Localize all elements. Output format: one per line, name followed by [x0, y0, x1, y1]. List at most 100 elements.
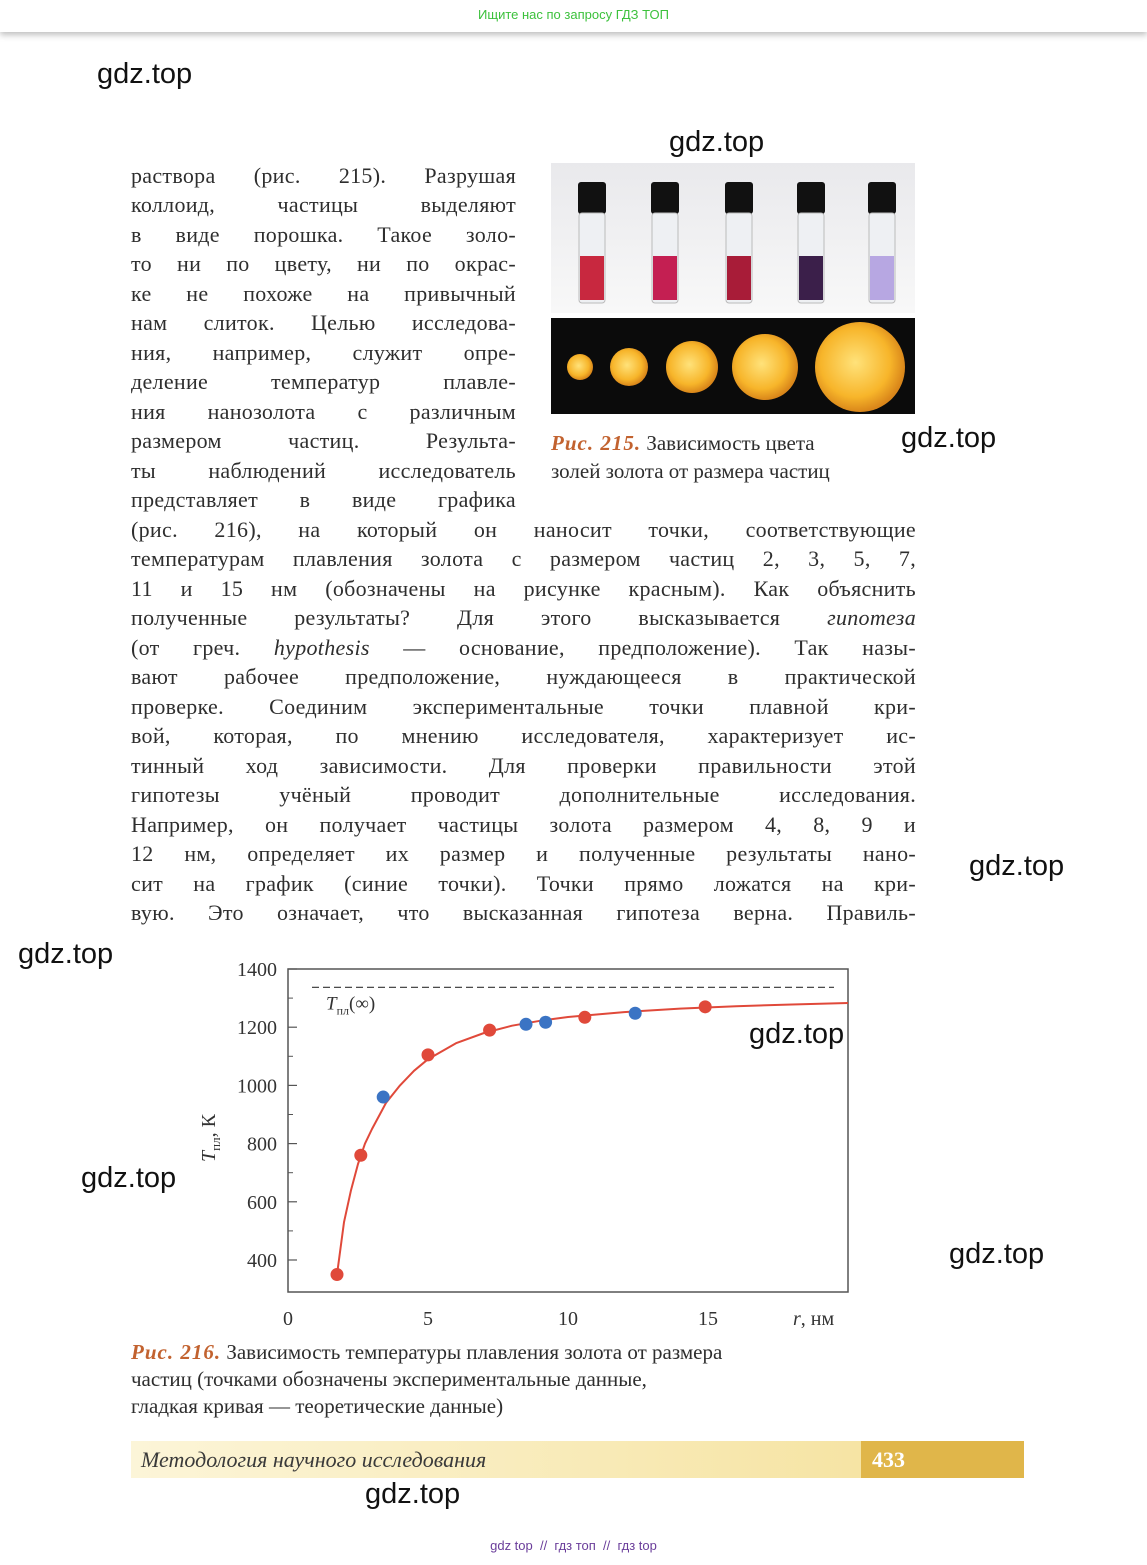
watermark: gdz.top: [901, 422, 997, 454]
caption-line: гладкая кривая — теоретические данные): [131, 1394, 504, 1418]
y-tick-label: 1000: [237, 1075, 277, 1097]
watermark: gdz.top: [97, 58, 193, 90]
text-line: представляет в виде графика: [131, 485, 516, 515]
text-line: тинный ход зависимости. Для проверки пра…: [131, 751, 916, 781]
text-line: 12 нм, определяет их размер и полученные…: [131, 839, 916, 869]
text-segment: ния, например, служит опре-: [131, 339, 516, 365]
text-segment: вой, которая, по мнению исследователя, х…: [131, 723, 916, 749]
caption-line: Зависимость температуры плавления золота…: [226, 1340, 723, 1364]
text-segment: раствора (рис. 215). Разрушая: [131, 163, 516, 188]
y-axis-label: Tпл, К: [198, 1113, 223, 1162]
footer-links: gdz top // гдз топ // гдз top: [490, 1538, 657, 1553]
data-point: [376, 1090, 390, 1104]
text-segment: — основание, предположение). Так назы-: [369, 634, 916, 660]
text-segment: hypothesis: [273, 634, 370, 660]
watermark: gdz.top: [365, 1478, 461, 1510]
x-axis-unit: , нм: [801, 1308, 835, 1330]
y-tick-label: 600: [247, 1192, 277, 1214]
text-line: размером частиц. Результа-: [131, 426, 516, 456]
text-segment: вую. Это означает, что высказанная гипот…: [131, 900, 916, 925]
text-segment: представляет в виде графика: [131, 487, 516, 513]
text-line: ния нанозолота с различным: [131, 397, 516, 427]
text-line: в виде порошка. Такое золо-: [131, 220, 516, 250]
text-segment: то ни по цвету, ни по окрас-: [131, 251, 516, 277]
text-segment: в виде порошка. Такое золо-: [131, 221, 516, 247]
text-line: нам слиток. Целью исследова-: [131, 308, 516, 338]
text-line: полученные результаты? Для этого высказы…: [131, 603, 916, 633]
text-segment: проверке. Соединим экспериментальные точ…: [131, 693, 916, 719]
data-point: [539, 1015, 553, 1029]
text-line: ния, например, служит опре-: [131, 338, 516, 368]
annotation-text: (∞): [349, 993, 375, 1014]
watermark: gdz.top: [969, 850, 1065, 882]
annotation: Tпл(∞): [326, 993, 375, 1017]
text-line: ке не похоже на привычный: [131, 279, 516, 309]
text-segment: полученные результаты? Для этого высказы…: [131, 605, 828, 631]
x-tick-label: 5: [423, 1308, 433, 1330]
figure-label: Рис. 216.: [131, 1340, 222, 1364]
y-axis-unit: , К: [198, 1113, 220, 1137]
text-line: (от греч. hypothesis — основание, предпо…: [131, 633, 916, 663]
text-line: сит на график (синие точки). Точки прямо…: [131, 869, 916, 899]
text-segment: деление температур плавле-: [131, 369, 516, 395]
text-segment: сит на график (синие точки). Точки прямо…: [131, 870, 916, 896]
text-segment: вают рабочее предположение, нуждающееся …: [131, 664, 916, 690]
y-axis-subscript: пл: [208, 1137, 223, 1151]
data-point: [354, 1148, 368, 1162]
y-axis-symbol: T: [198, 1149, 220, 1162]
figure-label: Рис. 215.: [551, 431, 642, 455]
data-point: [421, 1048, 435, 1062]
data-point: [628, 1006, 642, 1020]
text-segment: ния нанозолота с различным: [131, 398, 516, 424]
caption-line: Зависимость цвета: [646, 431, 815, 455]
text-line: (рис. 216), на который он наносит точки,…: [131, 515, 916, 545]
x-axis-label: r, нм: [793, 1308, 835, 1330]
text-segment: гипотезы учёный проводит дополнительные …: [131, 782, 916, 808]
page-number: 433: [872, 1447, 905, 1472]
text-line: 11 и 15 нм (обозначены на рисунке красны…: [131, 574, 916, 604]
text-segment: размером частиц. Результа-: [131, 428, 516, 454]
figure-215-image: [551, 163, 915, 414]
text-segment: 12 нм, определяет их размер и полученные…: [131, 841, 916, 867]
footer-bar: [131, 1441, 861, 1478]
x-tick-label: 10: [558, 1308, 578, 1330]
x-tick-label: 0: [283, 1308, 293, 1330]
annotation-symbol: T: [326, 993, 338, 1014]
text-line: то ни по цвету, ни по окрас-: [131, 249, 516, 279]
text-line: температурам плавления золота с размером…: [131, 544, 916, 574]
data-point: [483, 1023, 497, 1037]
figure-caption: Рис. 215. Зависимость цвета: [551, 430, 815, 457]
section-title: Методология научного исследования: [140, 1447, 486, 1472]
y-tick-label: 800: [247, 1134, 277, 1156]
plot-frame: [287, 968, 849, 1293]
watermark: gdz.top: [669, 126, 765, 158]
caption-line: золей золота от размера частиц: [551, 459, 830, 483]
data-point: [519, 1017, 533, 1031]
text-line: вой, которая, по мнению исследователя, х…: [131, 721, 916, 751]
watermark: gdz.top: [749, 1018, 845, 1050]
text-line: Например, он получает частицы золота раз…: [131, 810, 916, 840]
page-number-box: [861, 1441, 1024, 1478]
text-segment: нам слиток. Целью исследова-: [131, 310, 516, 336]
text-line: раствора (рис. 215). Разрушая: [131, 161, 516, 191]
text-segment: ке не похоже на привычный: [131, 280, 516, 306]
text-segment: тинный ход зависимости. Для проверки пра…: [131, 752, 916, 778]
data-point: [330, 1268, 344, 1282]
text-segment: (рис. 216), на который он наносит точки,…: [131, 516, 916, 542]
figure-caption: Рис. 216. Зависимость температуры плавле…: [131, 1339, 722, 1366]
text-line: проверке. Соединим экспериментальные точ…: [131, 692, 916, 722]
watermark: gdz.top: [949, 1238, 1045, 1270]
text-segment: Например, он получает частицы золота раз…: [131, 811, 916, 837]
data-point: [698, 1000, 712, 1014]
text-segment: гипотеза: [827, 605, 916, 631]
caption-line: частиц (точками обозначены экспериментал…: [131, 1367, 647, 1391]
data-point: [578, 1010, 592, 1024]
text-segment: ты наблюдений исследователь: [131, 457, 516, 483]
banner: Ищите нас по запросу ГДЗ ТОП: [0, 0, 1147, 32]
watermark: gdz.top: [18, 938, 114, 970]
x-tick-label: 15: [698, 1308, 718, 1330]
text-line: гипотезы учёный проводит дополнительные …: [131, 780, 916, 810]
y-tick-label: 1400: [237, 959, 277, 981]
